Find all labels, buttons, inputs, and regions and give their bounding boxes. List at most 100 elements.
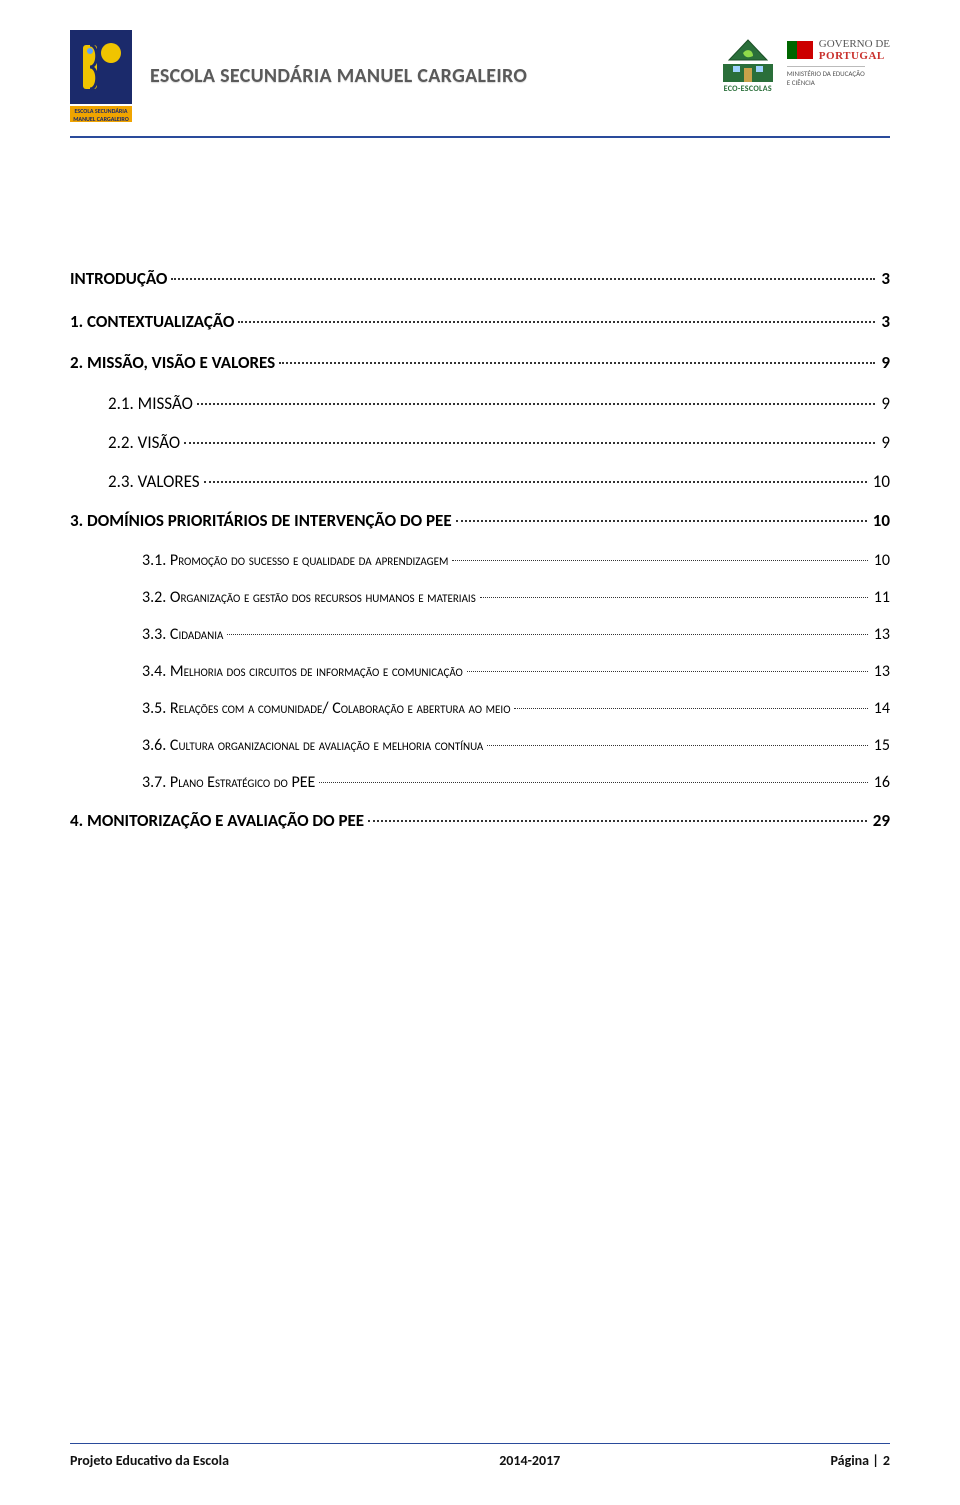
toc-leader-dots	[279, 362, 875, 364]
header-left: ESCOLA SECUNDÁRIA MANUEL CARGALEIRO ESCO…	[70, 30, 527, 122]
toc-entry[interactable]: 4. MONITORIZAÇÃO E AVALIAÇÃO DO PEE 29	[70, 810, 890, 831]
toc-entry-num: 3.4.	[142, 662, 170, 681]
toc-entry[interactable]: 2.2. VISÃO 9	[70, 432, 890, 453]
toc-entry-title: INTRODUÇÃO	[70, 268, 167, 289]
footer-left: Projeto Educativo da Escola	[70, 1452, 229, 1469]
toc-entry[interactable]: 3. DOMÍNIOS PRIORITÁRIOS DE INTERVENÇÃO …	[70, 510, 890, 531]
gov-line1: GOVERNO DE	[819, 38, 890, 50]
toc-entry-num: 2.	[70, 352, 87, 373]
toc-leader-dots	[184, 442, 875, 444]
toc-entry-text: VALORES	[138, 471, 200, 492]
school-logo: ESCOLA SECUNDÁRIA MANUEL CARGALEIRO	[70, 30, 132, 122]
toc-entry-num: 1.	[70, 311, 87, 332]
eco-escolas-logo: ECO-ESCOLAS	[723, 38, 773, 94]
toc-leader-dots	[452, 560, 867, 561]
footer-rule	[70, 1443, 890, 1444]
toc-entry-text: CONTEXTUALIZAÇÃO	[87, 311, 234, 332]
toc-entry[interactable]: 2.1. MISSÃO 9	[70, 393, 890, 414]
toc-entry-text: INTRODUÇÃO	[70, 268, 167, 289]
toc-entry-title: 2.1. MISSÃO	[108, 393, 193, 414]
governo-portugal-logo: GOVERNO DE PORTUGAL MINISTÉRIO DA EDUCAÇ…	[787, 38, 890, 87]
toc-entry-page: 15	[872, 736, 890, 755]
toc-leader-dots	[197, 403, 875, 405]
toc-entry[interactable]: 3.7. Plano Estratégico do PEE16	[70, 773, 890, 792]
toc-entry-page: 13	[872, 625, 890, 644]
toc-entry-num: 2.2.	[108, 432, 138, 453]
toc-entry-text: Plano Estratégico do PEE	[170, 773, 315, 792]
footer-row: Projeto Educativo da Escola 2014-2017 Pá…	[70, 1452, 890, 1469]
toc-leader-dots	[514, 708, 867, 709]
toc-entry[interactable]: 3.2. Organização e gestão dos recursos h…	[70, 588, 890, 607]
toc-entry[interactable]: 3.3. Cidadania 13	[70, 625, 890, 644]
toc-entry-page: 10	[871, 471, 890, 492]
toc-entry-title: 3. DOMÍNIOS PRIORITÁRIOS DE INTERVENÇÃO …	[70, 510, 452, 531]
toc-entry-text: MONITORIZAÇÃO E AVALIAÇÃO DO PEE	[87, 810, 364, 831]
toc-entry-title: 2.2. VISÃO	[108, 432, 180, 453]
toc-entry-title: 3.4. Melhoria dos circuitos de informaçã…	[142, 662, 463, 681]
toc-entry-text: Relações com a comunidade/ Colaboração e…	[170, 699, 511, 718]
toc-entry-text: Cidadania	[170, 625, 223, 644]
footer-right: Página | 2	[830, 1452, 890, 1469]
toc-entry-text: Organização e gestão dos recursos humano…	[170, 588, 476, 607]
toc-entry-title: 3.5. Relações com a comunidade/ Colabora…	[142, 699, 510, 718]
toc-entry[interactable]: 3.5. Relações com a comunidade/ Colabora…	[70, 699, 890, 718]
portugal-flag-icon	[787, 41, 813, 59]
toc-entry-title: 3.2. Organização e gestão dos recursos h…	[142, 588, 476, 607]
toc-entry-text: DOMÍNIOS PRIORITÁRIOS DE INTERVENÇÃO DO …	[87, 510, 452, 531]
eco-escolas-label: ECO-ESCOLAS	[724, 84, 772, 94]
toc-leader-dots	[171, 278, 875, 280]
toc-entry-page: 10	[872, 551, 890, 570]
toc-entry-text: Promoção do sucesso e qualidade da apren…	[170, 551, 448, 570]
footer-center: 2014-2017	[499, 1452, 560, 1469]
toc-entry-page: 29	[871, 810, 890, 831]
toc-leader-dots	[467, 671, 868, 672]
toc-entry[interactable]: 3.4. Melhoria dos circuitos de informaçã…	[70, 662, 890, 681]
toc-entry-title: 3.7. Plano Estratégico do PEE	[142, 773, 315, 792]
toc-entry-num: 3.	[70, 510, 87, 531]
gov-subtext: MINISTÉRIO DA EDUCAÇÃO E CIÊNCIA	[787, 66, 865, 87]
school-logo-mark	[70, 30, 132, 104]
toc-entry-num: 3.3.	[142, 625, 170, 644]
toc-entry-page: 9	[879, 432, 890, 453]
toc-leader-dots	[368, 820, 867, 822]
toc-entry[interactable]: 3.6. Cultura organizacional de avaliação…	[70, 736, 890, 755]
toc-entry-page: 9	[879, 393, 890, 414]
page-footer: Projeto Educativo da Escola 2014-2017 Pá…	[70, 1443, 890, 1469]
toc-entry-title: 4. MONITORIZAÇÃO E AVALIAÇÃO DO PEE	[70, 810, 364, 831]
toc-entry-text: Melhoria dos circuitos de informação e c…	[170, 662, 463, 681]
toc-entry-page: 3	[879, 311, 890, 332]
toc-entry[interactable]: INTRODUÇÃO3	[70, 268, 890, 289]
toc-entry-page: 9	[879, 352, 890, 373]
gov-line2: PORTUGAL	[819, 50, 890, 62]
footer-right-num: 2	[883, 1452, 890, 1469]
school-logo-caption-line1: ESCOLA SECUNDÁRIA	[70, 107, 132, 115]
toc-entry-title: 2.3. VALORES	[108, 471, 200, 492]
school-logo-caption: ESCOLA SECUNDÁRIA MANUEL CARGALEIRO	[70, 106, 132, 122]
toc-entry-num: 2.1.	[108, 393, 138, 414]
toc-entry-num: 2.3.	[108, 471, 138, 492]
header-right: ECO-ESCOLAS GOVERNO DE PORTUGAL MINISTÉR…	[723, 30, 890, 94]
toc-entry-title: 2. MISSÃO, VISÃO E VALORES	[70, 352, 275, 373]
toc-entry-num: 3.2.	[142, 588, 170, 607]
toc-leader-dots	[319, 782, 867, 783]
toc-entry-num: 3.5.	[142, 699, 170, 718]
toc-leader-dots	[480, 597, 868, 598]
eco-escolas-icon	[723, 38, 773, 82]
gov-sub-line2: E CIÊNCIA	[787, 78, 865, 87]
toc-entry-text: MISSÃO	[138, 393, 193, 414]
toc-entry[interactable]: 2.3. VALORES 10	[70, 471, 890, 492]
toc-entry-text: VISÃO	[138, 432, 181, 453]
toc-entry-num: 3.1.	[142, 551, 170, 570]
gov-top: GOVERNO DE PORTUGAL	[787, 38, 890, 62]
toc-leader-dots	[238, 321, 875, 323]
toc-entry[interactable]: 1. CONTEXTUALIZAÇÃO 3	[70, 311, 890, 332]
cargaleiro-logo-icon	[77, 37, 125, 97]
gov-sub-line1: MINISTÉRIO DA EDUCAÇÃO	[787, 69, 865, 78]
toc-entry-title: 1. CONTEXTUALIZAÇÃO	[70, 311, 234, 332]
toc-entry[interactable]: 3.1. Promoção do sucesso e qualidade da …	[70, 551, 890, 570]
toc-entry[interactable]: 2. MISSÃO, VISÃO E VALORES 9	[70, 352, 890, 373]
toc-leader-dots	[227, 634, 867, 635]
header-rule	[70, 136, 890, 138]
footer-right-label: Página |	[830, 1452, 878, 1469]
toc-entry-num: 3.7.	[142, 773, 170, 792]
